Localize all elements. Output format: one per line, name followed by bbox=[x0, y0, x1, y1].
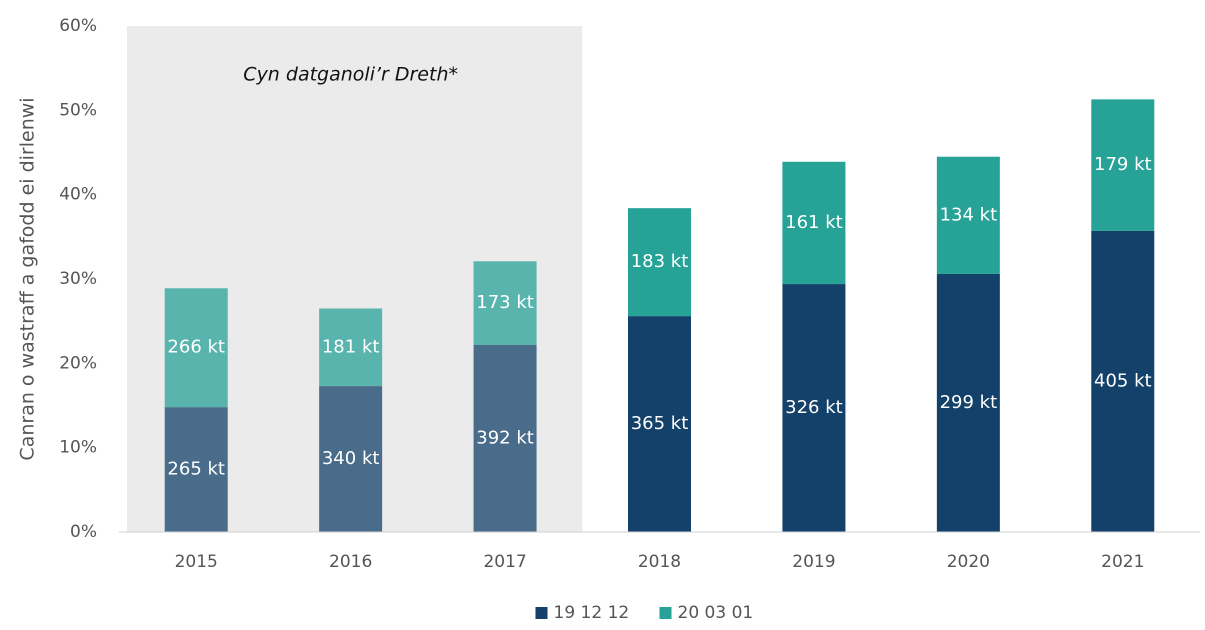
x-tick-label: 2015 bbox=[175, 552, 218, 572]
bar-segment bbox=[1091, 230, 1155, 532]
data-label: 161 kt bbox=[785, 212, 843, 233]
bar-segment bbox=[628, 208, 691, 317]
bar-segment bbox=[628, 316, 691, 532]
data-label: 181 kt bbox=[322, 336, 380, 357]
bar-segment bbox=[164, 288, 228, 408]
x-tick-label: 2017 bbox=[483, 552, 526, 572]
y-tick-label: 0% bbox=[70, 522, 97, 542]
bar-segment bbox=[473, 261, 537, 345]
y-tick-label: 30% bbox=[59, 269, 97, 289]
legend-label: 20 03 01 bbox=[678, 603, 754, 623]
data-label: 183 kt bbox=[631, 251, 689, 272]
y-axis-label: Canran o wastraff a gafodd ei dirlenwi bbox=[17, 97, 39, 460]
data-label: 179 kt bbox=[1094, 154, 1152, 175]
legend-swatch bbox=[659, 607, 672, 619]
legend-label: 19 12 12 bbox=[554, 603, 630, 623]
bar-segment bbox=[1091, 99, 1155, 231]
bar-segment bbox=[164, 407, 228, 532]
bar-segment bbox=[936, 273, 1000, 532]
data-label: 266 kt bbox=[167, 337, 225, 358]
data-label: 392 kt bbox=[476, 427, 534, 448]
x-tick-label: 2018 bbox=[638, 552, 681, 572]
legend-swatch bbox=[535, 607, 548, 619]
x-tick-label: 2021 bbox=[1101, 552, 1144, 572]
data-label: 134 kt bbox=[940, 204, 998, 225]
x-tick-label: 2020 bbox=[947, 552, 990, 572]
data-label: 326 kt bbox=[785, 397, 843, 418]
bar-segment bbox=[473, 344, 537, 532]
bar-segment bbox=[936, 156, 1000, 274]
bar-segment bbox=[782, 161, 846, 285]
bar-segment bbox=[782, 284, 846, 532]
data-label: 340 kt bbox=[322, 448, 380, 469]
x-tick-label: 2019 bbox=[792, 552, 835, 572]
y-tick-label: 60% bbox=[59, 16, 97, 36]
bar-segment bbox=[319, 386, 383, 532]
annotation: Cyn datganoli’r Dreth* bbox=[243, 64, 458, 86]
y-tick-label: 50% bbox=[59, 100, 97, 120]
y-tick-label: 10% bbox=[59, 438, 97, 458]
data-label: 173 kt bbox=[476, 292, 534, 313]
data-label: 365 kt bbox=[631, 413, 689, 434]
data-label: 405 kt bbox=[1094, 370, 1152, 391]
data-label: 299 kt bbox=[940, 392, 998, 413]
y-tick-label: 20% bbox=[59, 353, 97, 373]
data-label: 265 kt bbox=[167, 459, 225, 480]
y-tick-label: 40% bbox=[59, 185, 97, 205]
bar-segment bbox=[319, 308, 383, 387]
x-tick-label: 2016 bbox=[329, 552, 372, 572]
